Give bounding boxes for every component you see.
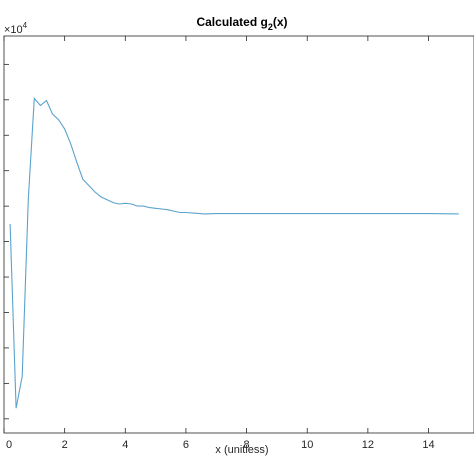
series-line <box>9 97 459 409</box>
chart-title-subscript: 2 <box>268 22 273 32</box>
y-ticks <box>4 63 9 420</box>
y-exponent-base: ×10 <box>4 24 23 36</box>
x-axis-label: x (unitless) <box>215 444 268 456</box>
chart-title-tail: (x) <box>273 15 288 29</box>
axes-box <box>3 35 474 434</box>
x-tick-label: 10 <box>301 439 313 451</box>
x-tick-label: 0 <box>6 439 12 451</box>
chart-title: Calculated g2(x) <box>196 15 287 32</box>
chart-title-main: Calculated g <box>196 15 267 29</box>
x-tick-label: 2 <box>62 439 68 451</box>
y-exponent-label: ×104 <box>4 21 28 36</box>
x-tick-label: 14 <box>422 439 434 451</box>
x-tick-label: 8 <box>244 439 250 451</box>
y-exponent-power: 4 <box>23 21 28 30</box>
x-tick-label: 4 <box>122 439 128 451</box>
x-tick-label: 6 <box>183 439 189 451</box>
x-ticks: 0 2 4 6 8 10 12 14 <box>3 36 435 451</box>
x-tick-label: 12 <box>362 439 374 451</box>
series-group <box>9 97 459 409</box>
